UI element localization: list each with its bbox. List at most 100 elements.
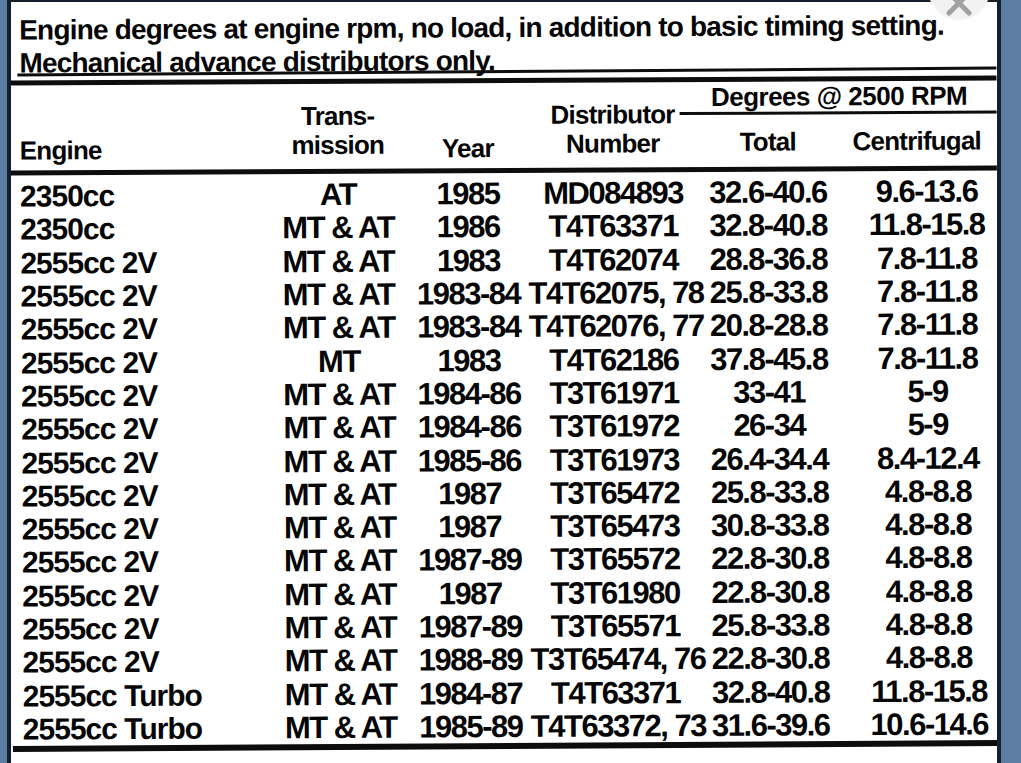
cell-total: 26.4-34.4 — [699, 442, 839, 476]
degrees-group-underline — [680, 110, 997, 115]
cell-year: 1985-89 — [411, 710, 531, 744]
cell-engine: 2555cc 2V — [10, 245, 268, 279]
cell-centrifugal: 4.8-8.8 — [840, 541, 999, 575]
cell-engine: 2350cc — [10, 212, 268, 246]
table-row: 2555cc 2V MT 1983 T4T62186 37.8-45.8 7.8… — [11, 341, 998, 379]
cell-transmission: MT & AT — [268, 244, 408, 278]
cell-distributor: T3T65473 — [530, 509, 700, 543]
cell-distributor: T3T65474, 76 — [530, 642, 700, 676]
cell-centrifugal: 11.8-15.8 — [838, 208, 997, 242]
cell-total: 20.8-28.8 — [699, 309, 839, 343]
cell-year: 1985-86 — [409, 443, 529, 477]
cell-distributor: T4T63371 — [528, 209, 698, 243]
table-row: 2555cc 2V MT & AT 1984-86 T3T61972 26-34… — [11, 407, 998, 445]
cell-transmission: MT & AT — [270, 511, 410, 545]
cell-engine: 2555cc 2V — [11, 411, 269, 445]
cell-total: 22.8-30.8 — [700, 542, 840, 576]
cell-total: 32.8-40.8 — [701, 675, 841, 709]
table-row: 2555cc 2V MT & AT 1985-86 T3T61973 26.4-… — [11, 441, 998, 479]
cell-centrifugal: 7.8-11.8 — [839, 341, 998, 375]
column-header-engine: Engine — [20, 136, 102, 165]
cell-distributor: T4T62186 — [529, 343, 699, 377]
table-rows: 2350cc AT 1985 MD084893 32.6-40.6 9.6-13… — [10, 174, 1000, 745]
cell-distributor: T4T62076, 77 — [529, 309, 699, 343]
cell-engine: 2555cc 2V — [11, 312, 269, 346]
column-header-distributor: Distributor Number — [528, 100, 698, 159]
cell-engine: 2555cc 2V — [12, 478, 270, 512]
cell-distributor: T4T63371 — [531, 676, 701, 710]
cell-year: 1983 — [408, 244, 528, 278]
cell-engine: 2555cc 2V — [12, 611, 270, 645]
cell-engine: 2555cc 2V — [12, 578, 270, 612]
cell-centrifugal: 5-9 — [839, 374, 998, 408]
table-row: 2555cc 2V MT & AT 1984-86 T3T61971 33-41… — [11, 374, 998, 412]
cell-transmission: MT & AT — [270, 544, 410, 578]
table-row: 2555cc 2V MT & AT 1983-84 T4T62076, 77 2… — [11, 308, 998, 346]
column-header-total: Total — [698, 127, 838, 157]
cell-transmission: MT & AT — [269, 377, 409, 411]
cell-transmission: AT — [268, 178, 408, 212]
cell-year: 1987-89 — [410, 610, 530, 644]
table-row: 2555cc Turbo MT & AT 1984-87 T4T63371 32… — [13, 674, 1000, 712]
cell-centrifugal: 7.8-11.8 — [838, 274, 997, 308]
cell-total: 37.8-45.8 — [699, 342, 839, 376]
cell-centrifugal: 4.8-8.8 — [840, 574, 999, 608]
column-header-year: Year — [408, 134, 528, 164]
column-header-distributor-line1: Distributor — [550, 99, 674, 130]
close-icon[interactable] — [943, 0, 975, 19]
cell-engine: 2555cc 2V — [12, 545, 270, 579]
cell-centrifugal: 4.8-8.8 — [840, 508, 999, 542]
cell-transmission: MT & AT — [270, 477, 410, 511]
table-row: 2555cc 2V MT & AT 1987-89 T3T65572 22.8-… — [12, 541, 999, 579]
table-row: 2555cc 2V MT & AT 1987 T3T61980 22.8-30.… — [12, 574, 999, 612]
cell-transmission: MT & AT — [270, 577, 410, 611]
cell-engine: 2350cc — [10, 178, 268, 212]
cell-transmission: MT — [269, 344, 409, 378]
cell-engine: 2555cc 2V — [12, 511, 270, 545]
cell-total: 28.8-36.8 — [698, 242, 838, 276]
document-title-line1: Engine degrees at engine rpm, no load, i… — [19, 10, 944, 47]
cell-engine: 2555cc 2V — [12, 645, 270, 679]
left-frame-border — [0, 0, 7, 763]
column-header-centrifugal: Centrifugal — [838, 126, 996, 156]
cell-total: 31.6-39.6 — [701, 708, 841, 742]
top-edge-line — [0, 0, 1021, 2]
cell-total: 32.6-40.6 — [698, 175, 838, 209]
cell-centrifugal: 11.8-15.8 — [841, 674, 1000, 708]
cell-centrifugal: 7.8-11.8 — [838, 241, 997, 275]
cell-year: 1988-89 — [410, 643, 530, 677]
cell-distributor: T4T62075, 78 — [528, 276, 698, 310]
table-row: 2555cc Turbo MT & AT 1985-89 T4T63372, 7… — [13, 707, 1000, 745]
table-row: 2555cc 2V MT & AT 1983 T4T62074 28.8-36.… — [10, 241, 997, 279]
cell-centrifugal: 4.8-8.8 — [840, 607, 999, 641]
cell-engine: 2555cc 2V — [11, 445, 269, 479]
column-header-distributor-line2: Number — [566, 128, 660, 158]
cell-transmission: MT & AT — [270, 644, 410, 678]
column-header-transmission-line1: Trans- — [301, 101, 374, 131]
cell-engine: 2555cc Turbo — [13, 711, 271, 745]
table-header-rule — [10, 165, 997, 175]
cell-total: 25.8-33.8 — [700, 608, 840, 642]
cell-centrifugal: 10.6-14.6 — [841, 707, 1000, 741]
table-row: 2555cc 2V MT & AT 1987 T3T65473 30.8-33.… — [12, 507, 999, 545]
table-row: 2555cc 2V MT & AT 1987-89 T3T65571 25.8-… — [12, 607, 999, 645]
cell-distributor: T4T63372, 73 — [531, 709, 701, 743]
cell-engine: 2555cc 2V — [11, 345, 269, 379]
cell-centrifugal: 4.8-8.8 — [840, 641, 999, 675]
column-header-transmission: Trans- mission — [268, 102, 408, 161]
cell-transmission: MT & AT — [268, 278, 408, 312]
cell-year: 1985 — [408, 177, 528, 211]
cell-distributor: T3T61972 — [529, 409, 699, 443]
degrees-group-header: Degrees @ 2500 RPM — [681, 80, 996, 113]
cell-distributor: T3T61980 — [530, 576, 700, 610]
cell-total: 22.8-30.8 — [700, 642, 840, 676]
cell-year: 1987 — [410, 577, 530, 611]
cell-distributor: T3T65472 — [529, 476, 699, 510]
cell-year: 1987-89 — [410, 543, 530, 577]
cell-engine: 2555cc 2V — [11, 378, 269, 412]
cell-total: 30.8-33.8 — [700, 508, 840, 542]
cell-centrifugal: 5-9 — [839, 408, 998, 442]
cell-transmission: MT & AT — [268, 211, 408, 245]
table-row: 2350cc AT 1985 MD084893 32.6-40.6 9.6-13… — [10, 174, 997, 212]
column-header-transmission-line2: mission — [291, 130, 384, 160]
